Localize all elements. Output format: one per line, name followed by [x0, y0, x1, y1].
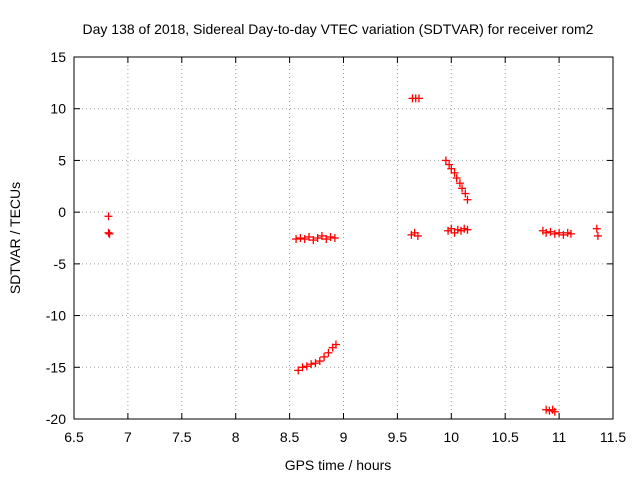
x-tick-label: 9.5	[388, 429, 408, 445]
x-tick-label: 10	[444, 429, 460, 445]
y-axis-label: SDTVAR / TECUs	[7, 182, 23, 294]
x-tick-label: 7.5	[172, 429, 192, 445]
x-axis-label: GPS time / hours	[285, 457, 392, 473]
y-tick-label: -20	[46, 411, 66, 427]
grid	[74, 57, 613, 419]
data-point	[550, 407, 559, 416]
data-point	[450, 168, 459, 177]
y-tick-label: 10	[50, 101, 66, 117]
y-tick-label: 5	[58, 152, 66, 168]
data-point	[307, 360, 316, 369]
data-point	[566, 229, 575, 238]
data-point	[292, 235, 301, 244]
x-tick-label: 6.5	[64, 429, 84, 445]
data-point	[104, 212, 113, 221]
data-point	[542, 228, 551, 237]
data-point	[296, 234, 305, 242]
y-tick-label: -10	[46, 308, 66, 324]
data-point	[311, 359, 320, 368]
y-tick-label: -5	[54, 256, 67, 272]
data-point	[463, 225, 472, 234]
data-point	[104, 228, 113, 237]
data-point	[445, 160, 454, 169]
data-point	[447, 164, 456, 173]
data-point	[413, 231, 422, 240]
y-tick-label: 15	[50, 49, 66, 65]
x-tick-label: 11.5	[600, 429, 626, 445]
x-tick-label: 11	[552, 429, 567, 445]
data-point	[324, 348, 333, 357]
data-point	[546, 227, 555, 236]
x-tick-label: 10.5	[492, 429, 519, 445]
data-point	[559, 230, 568, 239]
y-tick-label: -15	[46, 359, 66, 375]
data-point	[592, 224, 601, 233]
x-tick-label: 8	[232, 429, 240, 445]
data-point	[593, 231, 602, 240]
data-point	[447, 224, 456, 233]
x-tick-label: 9	[340, 429, 348, 445]
data-point	[105, 229, 114, 238]
data-point	[300, 235, 309, 244]
data-point	[330, 234, 339, 242]
data-point	[320, 352, 329, 361]
data-point	[305, 232, 314, 241]
x-tick-label: 8.5	[280, 429, 300, 445]
data-point	[455, 179, 464, 188]
data-point	[555, 228, 564, 237]
data-point	[294, 366, 303, 375]
data-point	[298, 363, 307, 372]
data-point	[326, 232, 335, 241]
data-point	[550, 229, 559, 238]
data-point	[315, 357, 324, 366]
data-point	[461, 189, 470, 198]
data-point	[317, 231, 326, 240]
data-point	[313, 234, 322, 242]
data-point	[452, 174, 461, 183]
data-point	[463, 195, 472, 204]
axis-ticks: 6.5 7 7.5 8 8.5 9 9.5 10 10.5 11 11.5 15 10 5 0 -5 -10 -1…	[46, 49, 627, 445]
data-point	[309, 236, 318, 245]
data-point	[331, 340, 340, 349]
data-point	[302, 362, 311, 371]
data-point	[322, 235, 331, 244]
x-tick-label: 7	[124, 429, 132, 445]
y-tick-label: 0	[58, 204, 66, 220]
data-point	[414, 94, 423, 103]
data-point	[441, 156, 450, 165]
chart-title: Day 138 of 2018, Sidereal Day-to-day VTE…	[83, 21, 594, 37]
data-point	[458, 184, 467, 193]
data-points	[104, 94, 602, 416]
